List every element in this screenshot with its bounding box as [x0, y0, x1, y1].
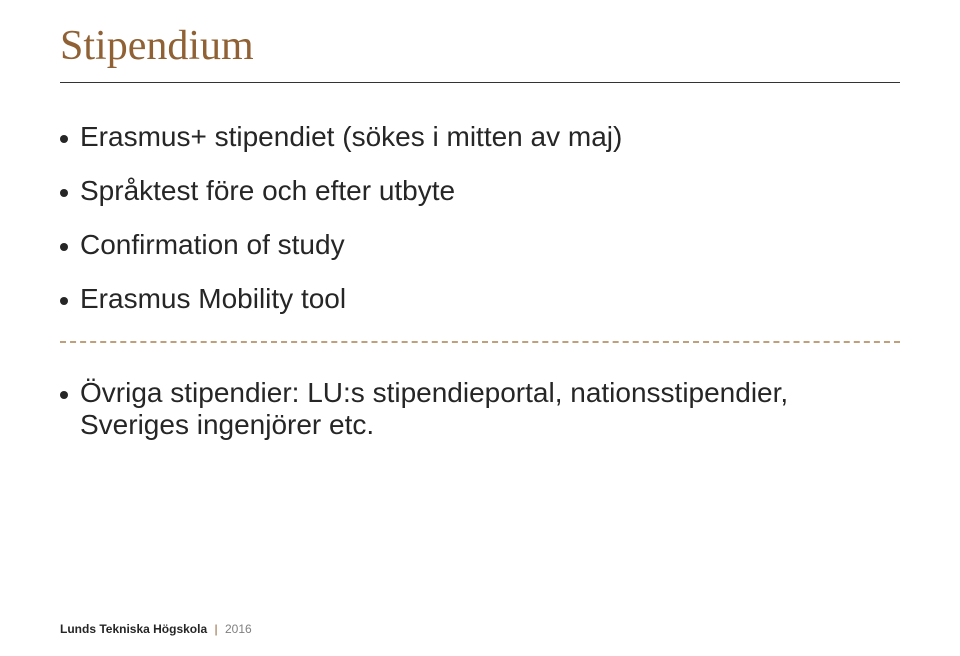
title-underline	[60, 82, 900, 83]
list-item: Övriga stipendier: LU:s stipendieportal,…	[60, 377, 900, 441]
list-item-text: Språktest före och efter utbyte	[80, 175, 455, 207]
bullet-dot-icon	[60, 297, 68, 305]
bullet-list-top: Erasmus+ stipendiet (sökes i mitten av m…	[60, 121, 900, 315]
bullet-dot-icon	[60, 189, 68, 197]
list-item: Erasmus+ stipendiet (sökes i mitten av m…	[60, 121, 900, 153]
page-title: Stipendium	[60, 22, 900, 70]
footer-year: 2016	[225, 622, 252, 636]
list-item: Confirmation of study	[60, 229, 900, 261]
bullet-list-bottom: Övriga stipendier: LU:s stipendieportal,…	[60, 377, 900, 441]
section-divider	[60, 341, 900, 343]
list-item: Erasmus Mobility tool	[60, 283, 900, 315]
list-item-text: Confirmation of study	[80, 229, 345, 261]
footer-org: Lunds Tekniska Högskola	[60, 622, 207, 636]
list-item-text: Erasmus+ stipendiet (sökes i mitten av m…	[80, 121, 622, 153]
footer: Lunds Tekniska Högskola | 2016	[60, 622, 252, 636]
slide: Stipendium Erasmus+ stipendiet (sökes i …	[0, 0, 960, 656]
list-item-text: Övriga stipendier: LU:s stipendieportal,…	[80, 377, 900, 441]
footer-separator-icon: |	[215, 622, 218, 636]
list-item-text: Erasmus Mobility tool	[80, 283, 346, 315]
bullet-dot-icon	[60, 391, 68, 399]
bullet-dot-icon	[60, 243, 68, 251]
bullet-dot-icon	[60, 135, 68, 143]
list-item: Språktest före och efter utbyte	[60, 175, 900, 207]
